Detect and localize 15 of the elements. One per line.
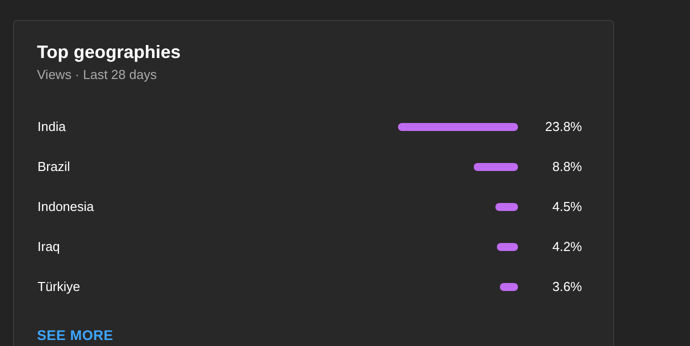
text: SEE MORE: [37, 327, 114, 343]
y-tick-label: Indonesia: [38, 199, 95, 214]
data-label: 4.2%: [552, 239, 582, 254]
text: Top geographies: [37, 42, 181, 62]
bar: [474, 163, 518, 171]
data-label: 3.6%: [552, 279, 582, 294]
y-tick-label: India: [38, 119, 66, 134]
bar: [398, 123, 518, 131]
y-tick-label: Türkiye: [38, 279, 80, 294]
y-tick-label: Brazil: [38, 159, 70, 174]
data-label: 4.5%: [552, 199, 582, 214]
data-label: 23.8%: [545, 119, 582, 134]
data-label: 8.8%: [552, 159, 582, 174]
y-tick-label: Iraq: [38, 239, 60, 254]
text: Views · Last 28 days: [37, 67, 158, 82]
